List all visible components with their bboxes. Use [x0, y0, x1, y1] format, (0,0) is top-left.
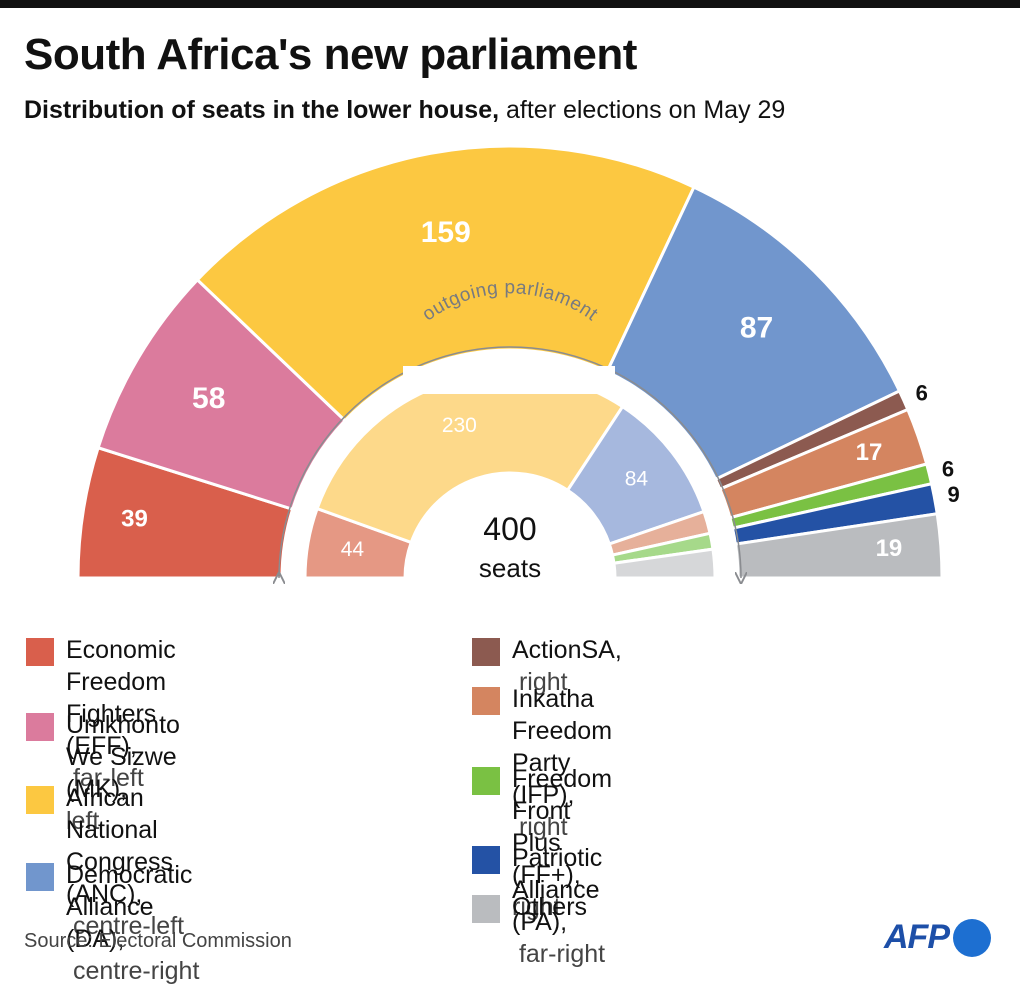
source-note: Source: Electoral Commission	[24, 930, 292, 952]
new-seat-label-others: 19	[876, 535, 903, 562]
legend-swatch	[26, 863, 54, 891]
legend-ideology: right	[512, 893, 561, 921]
legend-ideology: far-right	[512, 940, 606, 968]
outgoing-seat-label-african-national-congress-anc: 230	[442, 414, 477, 437]
legend-party-name: Others	[512, 893, 588, 921]
total-seats-number: 400	[483, 511, 536, 547]
legend-swatch	[472, 687, 500, 715]
legend-swatch	[26, 786, 54, 814]
legend-party-name: Democratic Alliance	[66, 861, 193, 921]
outgoing-bracket-arc	[279, 346, 741, 578]
outgoing-seat-label-democratic-alliance-da: 84	[625, 467, 649, 490]
legend-item-patriotic-alliance-pa: Patriotic Alliance (PA), far-right	[472, 842, 605, 970]
legend-text: Democratic Alliance (DA), centre-right	[66, 859, 199, 987]
legend-item-actionsa: ActionSA, right	[472, 634, 622, 698]
afp-logo-dot	[953, 918, 991, 957]
legend-ideology: far-left	[66, 764, 144, 792]
new-seat-label-economic-freedom-fighters-eff: 39	[121, 505, 148, 532]
legend-party-abbrev: (IFP),	[512, 781, 575, 809]
legend-party-name: ActionSA,	[512, 636, 622, 664]
legend-ideology: left	[66, 807, 100, 835]
legend-text: African National Congress (ANC), centre-l…	[66, 782, 184, 942]
legend-party-abbrev: (DA),	[66, 925, 125, 953]
legend-text: Patriotic Alliance (PA), far-right	[512, 842, 605, 970]
chart-subtitle: Distribution of seats in the lower house…	[24, 96, 785, 125]
legend-item-umkhonto-we-sizwe-mk: Umkhonto We Sizwe (MK), left	[26, 709, 180, 837]
legend-text: Freedom Front Plus (FF+), right	[512, 763, 612, 923]
legend-party-name: Umkhonto We Sizwe (MK),	[66, 711, 180, 803]
legend-ideology: right	[512, 813, 568, 841]
legend-swatch	[26, 713, 54, 741]
legend-ideology: centre-right	[66, 957, 200, 985]
new-seat-label-african-national-congress-anc: 159	[421, 216, 471, 249]
new-seat-label-patriotic-alliance-pa: 9	[947, 482, 959, 507]
legend-text: Inkatha Freedom Party (IFP), right	[512, 683, 612, 843]
legend-item-freedom-front-plus-ff: Freedom Front Plus (FF+), right	[472, 763, 612, 923]
top-rule	[0, 0, 1020, 8]
new-seat-segment-african-national-congress-anc	[195, 144, 696, 423]
legend-text: ActionSA, right	[512, 634, 622, 698]
legend-ideology: centre-left	[66, 912, 185, 940]
legend-text: Others	[512, 891, 587, 923]
new-seat-segment-democratic-alliance-da	[605, 185, 902, 482]
outgoing-parliament-ring	[303, 371, 717, 580]
legend-item-african-national-congress: African National Congress (ANC), centre-l…	[26, 782, 184, 942]
legend-item-others: Others	[472, 891, 587, 923]
new-seat-label-inkatha-freedom-party-ifp: 17	[856, 439, 883, 466]
legend-party-name: Inkatha Freedom Party	[512, 685, 613, 777]
legend-party-name: African National Congress	[66, 784, 173, 876]
legend-party-abbrev: (ANC),	[66, 880, 143, 908]
legend-party-name: Economic Freedom Fighters	[66, 636, 176, 728]
new-seat-label-actionsa: 6	[916, 381, 928, 406]
legend-item-economic-freedom-fighters: Economic Freedom Fighters (EFF), far-left	[26, 634, 176, 794]
legend-party-abbrev: (EFF),	[66, 732, 137, 760]
legend-party-name: Freedom Front Plus (FF+),	[512, 765, 613, 889]
afp-logo: AFP	[884, 918, 991, 957]
legend-party-name: Patriotic Alliance (PA),	[512, 844, 603, 936]
legend-swatch	[472, 846, 500, 874]
legend-text: Umkhonto We Sizwe (MK), left	[66, 709, 180, 837]
legend-swatch	[472, 638, 500, 666]
subtitle-rest: after elections on May 29	[499, 96, 786, 124]
legend-item-inkatha-freedom-party: Inkatha Freedom Party (IFP), right	[472, 683, 612, 843]
afp-logo-text: AFP	[884, 918, 950, 956]
chart-title: South Africa's new parliament	[24, 30, 637, 79]
ring-label-backdrop	[403, 366, 615, 394]
parliament-chart: outgoing parliament 400 seats 3958159876…	[76, 144, 960, 600]
new-seat-label-freedom-front-plus-ff: 6	[942, 457, 954, 482]
outgoing-seat-label-economic-freedom-fighters-eff: 44	[341, 538, 365, 561]
new-parliament-ring	[76, 144, 944, 580]
legend-swatch	[472, 895, 500, 923]
new-seat-label-umkhonto-we-sizwe-mk: 58	[192, 382, 225, 415]
legend-text: Economic Freedom Fighters (EFF), far-left	[66, 634, 176, 794]
subtitle-bold: Distribution of seats in the lower house…	[24, 96, 500, 124]
legend-ideology: right	[512, 668, 568, 696]
legend-swatch	[26, 638, 54, 666]
legend-swatch	[472, 767, 500, 795]
legend-item-democratic-alliance: Democratic Alliance (DA), centre-right	[26, 859, 199, 987]
total-seats-unit: seats	[479, 553, 541, 583]
new-seat-label-democratic-alliance-da: 87	[740, 311, 773, 344]
